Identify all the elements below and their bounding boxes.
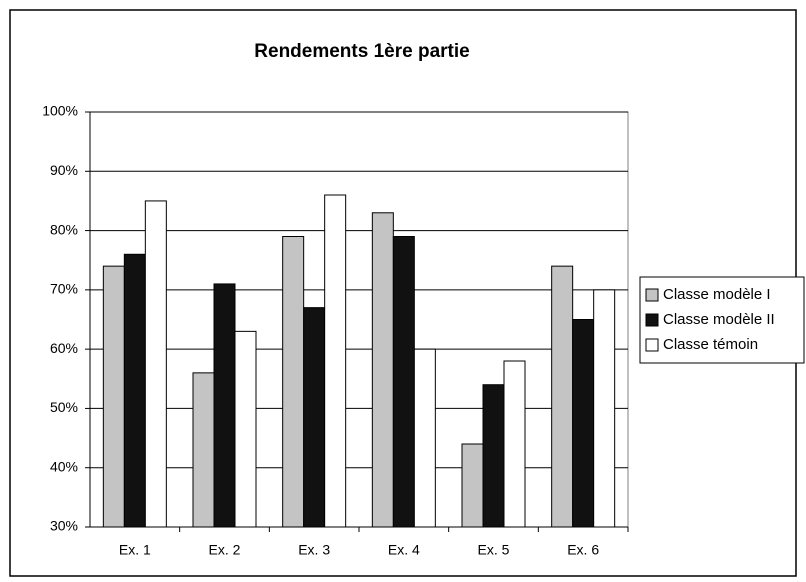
y-tick-label: 100% (42, 103, 78, 119)
legend-swatch (645, 338, 659, 352)
bar (192, 372, 215, 528)
bar (482, 384, 505, 528)
legend-label: Classe témoin (663, 336, 758, 353)
chart-title: Rendements 1ère partie (254, 41, 469, 62)
x-tick-label: Ex. 6 (567, 542, 599, 558)
bar (413, 348, 436, 528)
y-tick-label: 90% (50, 162, 78, 178)
legend-label: Classe modèle II (663, 311, 775, 328)
bar (234, 330, 257, 528)
x-tick-label: Ex. 4 (388, 542, 420, 558)
bar (593, 289, 616, 528)
x-tick-label: Ex. 3 (298, 542, 330, 558)
legend-swatch (645, 288, 659, 302)
legend-swatch (645, 313, 659, 327)
bar (144, 200, 167, 528)
bar (371, 212, 394, 528)
y-tick-label: 80% (50, 221, 78, 237)
y-tick-label: 70% (50, 281, 78, 297)
bar (461, 443, 484, 528)
legend-box (639, 276, 805, 364)
bar (282, 236, 305, 528)
bar (102, 265, 125, 528)
bar (551, 265, 574, 528)
bar (123, 253, 146, 528)
y-tick-label: 60% (50, 340, 78, 356)
plot-area (89, 111, 629, 528)
bar (324, 194, 347, 528)
bar (392, 236, 415, 528)
bar (303, 307, 326, 528)
legend-label: Classe modèle I (663, 286, 771, 303)
y-tick-label: 30% (50, 518, 78, 534)
y-tick-label: 50% (50, 399, 78, 415)
bar (213, 283, 236, 528)
bar (572, 319, 595, 528)
y-tick-label: 40% (50, 458, 78, 474)
x-tick-label: Ex. 1 (119, 542, 151, 558)
x-tick-label: Ex. 2 (209, 542, 241, 558)
x-tick-label: Ex. 5 (478, 542, 510, 558)
bar (503, 360, 526, 528)
